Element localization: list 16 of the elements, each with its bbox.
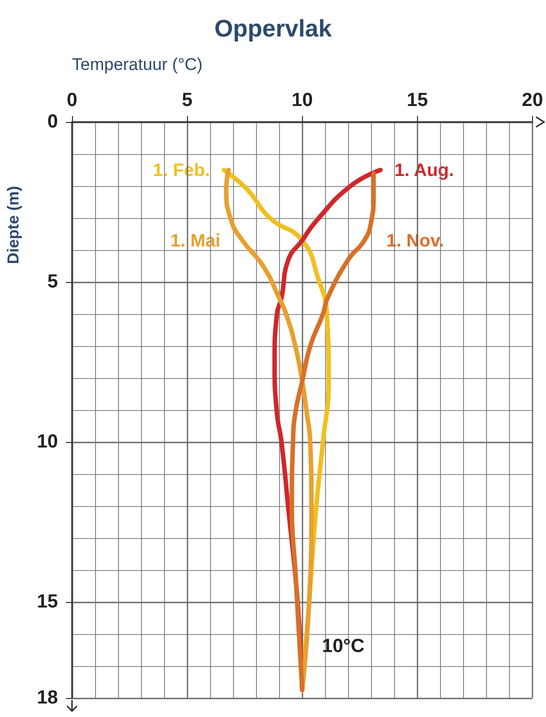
x-axis-title: Temperatuur (°C)	[72, 55, 203, 74]
line-series	[290, 170, 376, 692]
x-tick-label: 15	[406, 90, 428, 111]
y-tick-label: 5	[47, 272, 58, 292]
y-tick-label: 10	[36, 432, 58, 452]
y-tick-label: 0	[47, 112, 58, 132]
x-tick-label: 5	[182, 90, 193, 111]
x-tick-label: 10	[292, 90, 313, 111]
x-tick-label: 0	[66, 90, 78, 111]
chart-title: Oppervlak	[214, 16, 332, 42]
series-label: 1. Mai	[170, 230, 220, 250]
y-tick-label: 18	[36, 688, 58, 708]
x-tick-label: 20	[522, 90, 544, 111]
y-axis-title: Diepte (m)	[6, 186, 22, 264]
y-tick-label: 15	[36, 592, 58, 612]
annotation: 10°C	[322, 636, 364, 658]
